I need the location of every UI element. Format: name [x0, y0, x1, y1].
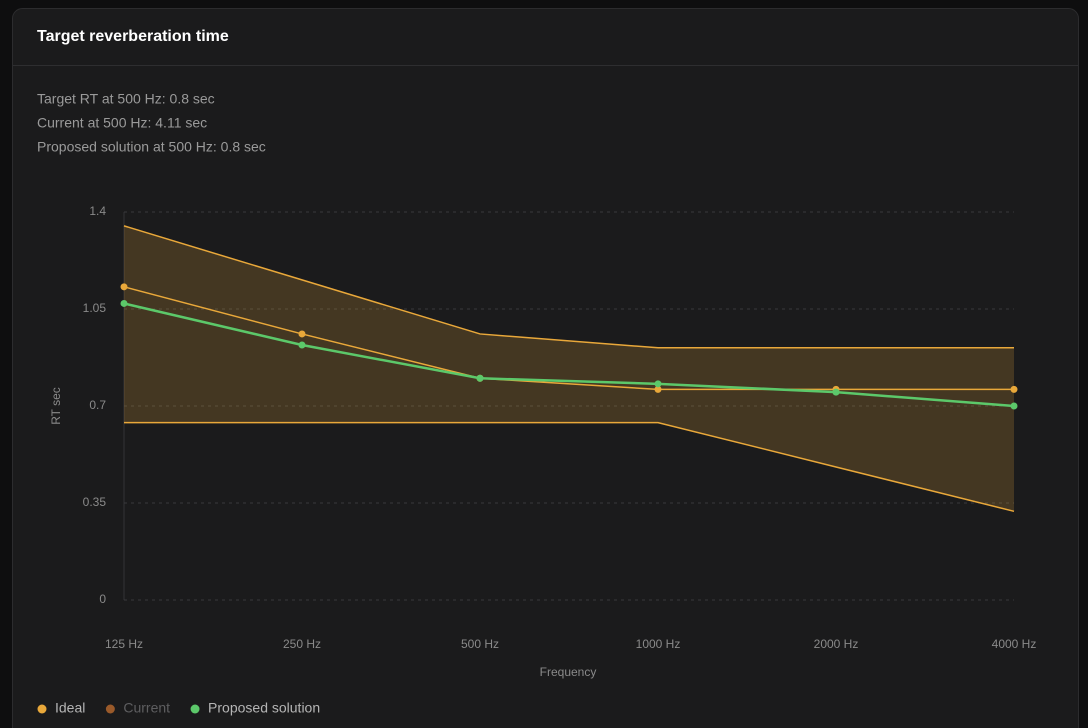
point	[654, 385, 662, 393]
point	[1010, 402, 1018, 410]
point	[120, 299, 128, 307]
band-edge	[124, 421, 1015, 513]
series-line	[123, 286, 1014, 391]
y-tick-label: 1.4	[89, 204, 106, 218]
legend-label[interactable]: Ideal	[55, 700, 85, 716]
y-axis-label: RT sec	[49, 387, 63, 425]
info-line: Proposed solution at 500 Hz: 0.8 sec	[37, 139, 266, 155]
point	[654, 380, 662, 388]
card	[12, 8, 1079, 728]
range-band	[124, 225, 1014, 512]
y-tick-label: 1.05	[83, 301, 107, 315]
band-edge	[123, 225, 1014, 349]
series-line	[123, 302, 1015, 408]
point	[120, 283, 128, 291]
x-tick-label: 2000 Hz	[814, 637, 859, 651]
info-line: Current at 500 Hz: 4.11 sec	[37, 115, 207, 131]
legend-dot	[105, 704, 115, 714]
x-axis-label: Frequency	[540, 665, 597, 679]
legend-label[interactable]: Proposed solution	[208, 700, 320, 716]
x-tick-label: 1000 Hz	[636, 637, 681, 651]
card-title: Target reverberation time	[37, 28, 229, 45]
point	[1010, 385, 1018, 393]
y-tick-label: 0.7	[89, 398, 106, 412]
y-tick-label: 0	[99, 592, 106, 606]
point	[298, 330, 306, 338]
point	[476, 374, 484, 382]
point	[832, 388, 840, 396]
y-tick-label: 0.35	[83, 495, 107, 509]
x-tick-label: 125 Hz	[105, 637, 143, 651]
x-tick-label: 4000 Hz	[992, 637, 1037, 651]
info-line: Target RT at 500 Hz: 0.8 sec	[37, 91, 215, 107]
legend-label[interactable]: Current	[123, 700, 170, 716]
x-tick-label: 500 Hz	[461, 637, 499, 651]
point	[298, 341, 306, 349]
legend-dot	[37, 704, 47, 714]
x-tick-label: 250 Hz	[283, 637, 321, 651]
legend-dot	[190, 704, 200, 714]
